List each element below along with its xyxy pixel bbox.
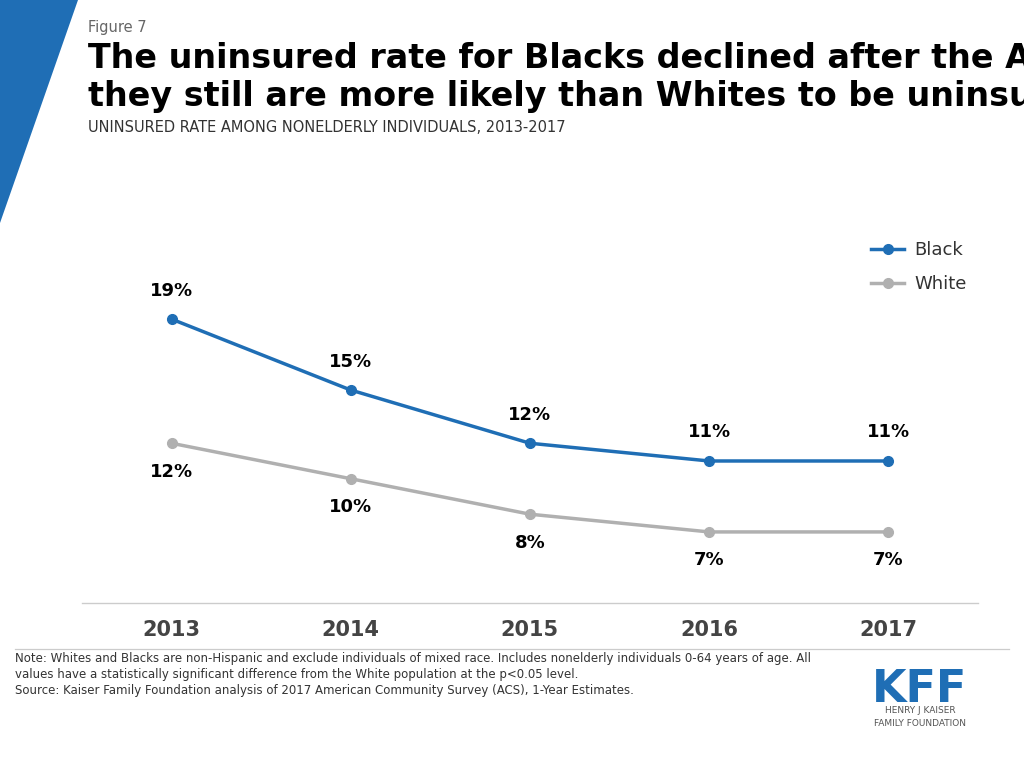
Text: Note: Whites and Blacks are non-Hispanic and exclude individuals of mixed race. : Note: Whites and Blacks are non-Hispanic… [15,652,811,665]
Text: 11%: 11% [866,423,910,442]
Text: 7%: 7% [873,551,903,569]
Text: 10%: 10% [329,498,373,516]
Legend: Black, White: Black, White [864,234,974,301]
Text: The uninsured rate for Blacks declined after the ACA, but: The uninsured rate for Blacks declined a… [88,42,1024,75]
Text: 12%: 12% [150,463,194,481]
Text: 8%: 8% [514,534,546,551]
Text: Source: Kaiser Family Foundation analysis of 2017 American Community Survey (ACS: Source: Kaiser Family Foundation analysi… [15,684,634,697]
Text: KFF: KFF [872,668,968,711]
Text: values have a statistically significant difference from the White population at : values have a statistically significant … [15,668,579,681]
Text: 7%: 7% [694,551,724,569]
Text: they still are more likely than Whites to be uninsured.: they still are more likely than Whites t… [88,80,1024,113]
Text: 15%: 15% [329,353,373,370]
Polygon shape [0,0,78,223]
Text: Figure 7: Figure 7 [88,20,146,35]
Text: 12%: 12% [508,406,552,424]
Text: UNINSURED RATE AMONG NONELDERLY INDIVIDUALS, 2013-2017: UNINSURED RATE AMONG NONELDERLY INDIVIDU… [88,120,565,135]
Text: 19%: 19% [150,282,194,300]
Text: 11%: 11% [687,423,731,442]
Text: HENRY J KAISER
FAMILY FOUNDATION: HENRY J KAISER FAMILY FOUNDATION [874,706,966,727]
